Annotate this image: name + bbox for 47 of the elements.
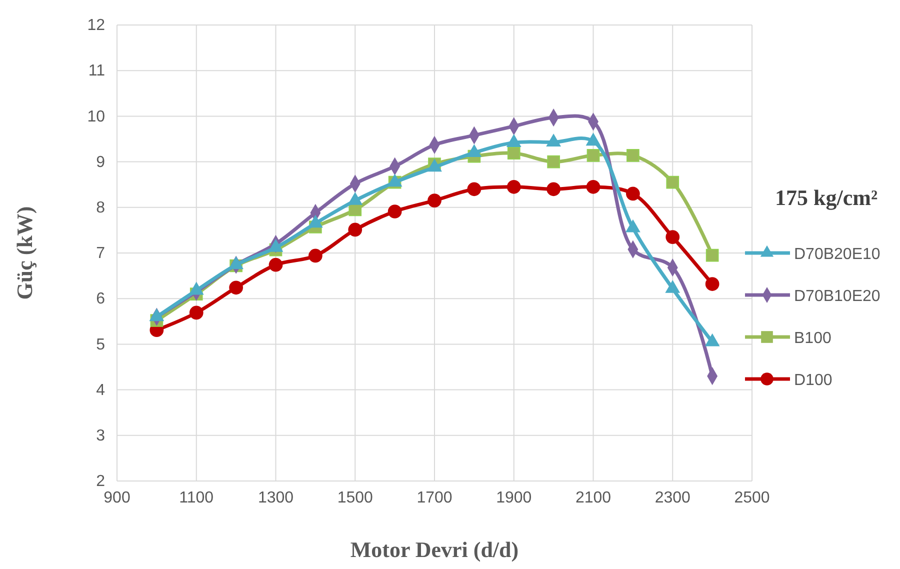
legend-label: D70B20E10 — [794, 246, 880, 263]
x-tick-label: 1700 — [416, 489, 452, 506]
y-tick-label: 9 — [96, 154, 106, 171]
point — [626, 186, 640, 201]
point — [506, 180, 521, 194]
point — [348, 222, 362, 237]
point — [706, 248, 719, 262]
y-axis-title: Güç (kW) — [12, 206, 37, 300]
legend-label: B100 — [794, 330, 832, 347]
x-axis-title: Motor Devri (d/d) — [350, 537, 519, 562]
point — [268, 258, 283, 272]
x-tick-label: 1500 — [337, 489, 374, 506]
point — [547, 155, 560, 168]
point — [388, 204, 402, 218]
legend-label: D100 — [794, 372, 832, 389]
y-tick-label: 6 — [96, 290, 106, 308]
y-tick-label: 8 — [96, 200, 106, 217]
x-tick-label: 1900 — [496, 489, 532, 506]
legend-label: D70B10E20 — [794, 288, 880, 305]
point — [467, 182, 482, 196]
point — [229, 280, 243, 295]
x-tick-label: 1100 — [179, 489, 214, 506]
y-tick-label: 11 — [88, 62, 106, 80]
y-tick-label: 2 — [96, 473, 106, 490]
y-tick-label: 5 — [96, 336, 106, 354]
x-tick-label: 2100 — [575, 489, 612, 506]
x-tick-label: 900 — [104, 489, 130, 506]
x-tick-label: 2500 — [734, 489, 770, 506]
point — [308, 248, 322, 263]
point — [666, 176, 680, 189]
point — [189, 306, 204, 320]
point — [507, 146, 520, 160]
point — [428, 194, 442, 208]
y-tick-label: 3 — [96, 428, 106, 445]
x-tick-label: 2300 — [654, 489, 691, 506]
point — [586, 149, 600, 162]
legend-title: 175 kg/cm² — [775, 185, 878, 210]
point — [546, 182, 560, 196]
y-tick-label: 12 — [87, 17, 106, 34]
point — [586, 180, 600, 194]
point — [705, 277, 720, 291]
y-tick-label: 10 — [87, 108, 106, 126]
point — [666, 230, 680, 244]
y-tick-label: 7 — [96, 245, 106, 262]
point — [626, 149, 640, 162]
y-tick-label: 4 — [96, 382, 106, 399]
x-tick-label: 1300 — [258, 489, 294, 506]
